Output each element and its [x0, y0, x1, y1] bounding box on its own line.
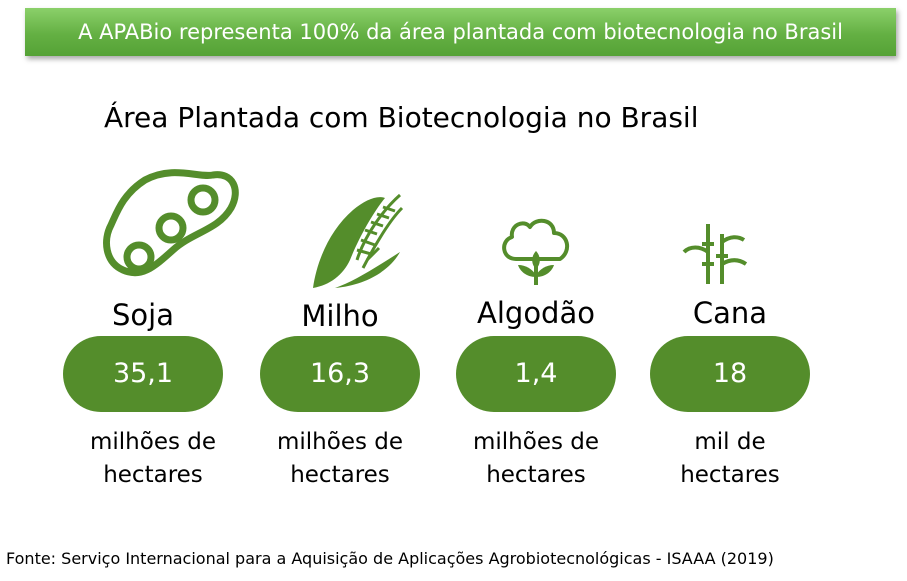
value-pill: 18 [650, 336, 810, 412]
crop-value: 35,1 [112, 358, 174, 389]
value-pill: 1,4 [456, 336, 616, 412]
value-pill: 35,1 [63, 336, 223, 412]
unit-line-1: milhões de [472, 429, 600, 455]
crop-value: 18 [712, 358, 748, 389]
unit-line-1: mil de [694, 429, 766, 455]
crop-unit: milhões de hectares [446, 426, 626, 492]
sugarcane-icon [682, 224, 748, 284]
unit-line-1: milhões de [89, 429, 217, 455]
crop-name: Algodão [477, 296, 595, 330]
crop-value: 16,3 [309, 358, 371, 389]
crop-unit: milhões de hectares [250, 426, 430, 492]
unit-line-2: hectares [103, 462, 203, 488]
value-pill: 16,3 [260, 336, 420, 412]
unit-line-1: milhões de [276, 429, 404, 455]
soybean-pod-icon [103, 169, 239, 277]
unit-line-2: hectares [680, 462, 780, 488]
crop-name: Soja [112, 298, 174, 332]
crop-unit: milhões de hectares [63, 426, 243, 492]
source-footnote: Fonte: Serviço Internacional para a Aqui… [6, 549, 774, 568]
page-title: Área Plantada com Biotecnologia no Brasi… [104, 101, 699, 134]
unit-line-2: hectares [486, 462, 586, 488]
unit-line-2: hectares [290, 462, 390, 488]
header-banner: A APABio representa 100% da área plantad… [25, 8, 896, 56]
crop-name: Cana [692, 296, 768, 330]
cotton-boll-icon [502, 218, 570, 285]
corn-icon [313, 193, 404, 288]
crop-unit: mil de hectares [640, 426, 820, 492]
crop-name: Milho [301, 299, 379, 333]
crop-value: 1,4 [514, 358, 558, 389]
